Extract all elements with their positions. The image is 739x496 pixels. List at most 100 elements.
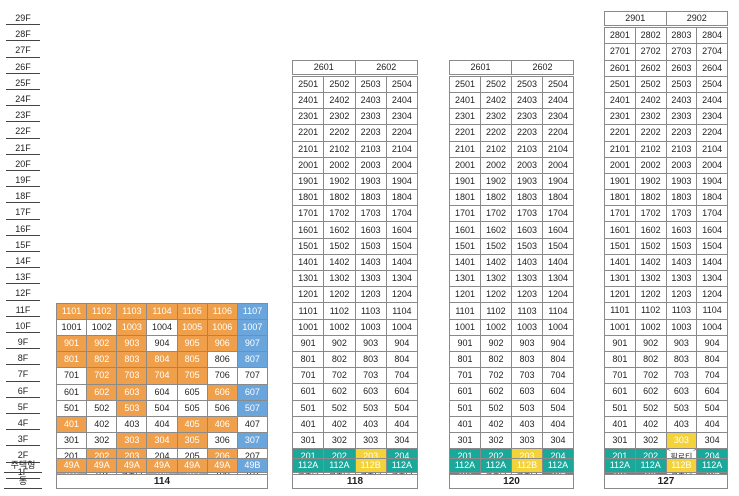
unit-cell: 1702 <box>634 205 667 223</box>
unit-cell: 2802 <box>634 27 667 45</box>
floor-row: 1201 1202 1203 1204 <box>604 286 728 304</box>
unit-cell: 702 <box>323 367 356 385</box>
unit-cell: 1901 <box>449 172 481 191</box>
unit-cell: 2602 <box>634 59 667 77</box>
floor-row: 501 502 503 504 <box>291 399 419 417</box>
unit-cell: 1303 <box>665 269 698 288</box>
unit-cell: 2204 <box>385 124 419 142</box>
unit-cell: 406 <box>206 415 238 434</box>
unit-cell: 407 <box>236 415 269 434</box>
unit-cell: 1102 <box>323 302 356 320</box>
unit-cell: 2101 <box>449 140 481 158</box>
floor-label: 10F <box>6 319 40 333</box>
unit-cell: 503 <box>665 399 698 417</box>
unit-cell: 1304 <box>696 269 728 288</box>
unit-cell: 905 <box>176 334 208 353</box>
unit-cell: 2402 <box>634 91 667 110</box>
unit-cell: 1801 <box>449 189 481 207</box>
unit-cell: 801 <box>55 351 88 369</box>
unit-cell: 2302 <box>323 108 356 126</box>
unit-cell: 603 <box>354 383 387 401</box>
unit-cell: 1103 <box>511 302 543 320</box>
unit-cell: 702 <box>634 367 667 385</box>
unit-cell: 1003 <box>665 318 698 336</box>
unit-cell: 901 <box>55 334 88 353</box>
floor-row: 601 602 603 604 <box>604 383 728 401</box>
floor-row: 2401 2402 2403 2404 <box>449 91 574 110</box>
unit-cell: 901 <box>291 334 325 352</box>
unit-cell: 1702 <box>480 205 512 223</box>
unit-cell: 2102 <box>480 140 512 158</box>
unit-cell: 2101 <box>604 140 636 158</box>
floor-row: 1001 1002 1003 1004 <box>291 318 419 336</box>
tower-header-row: 2601 2602 <box>449 59 574 75</box>
unit-cell: 2502 <box>323 75 356 93</box>
floor-row: 2001 2002 2003 2004 <box>604 156 728 174</box>
floor-label: 26F <box>6 60 40 74</box>
unit-cell: 802 <box>480 350 512 369</box>
unit-cell: 2402 <box>480 91 512 110</box>
unit-cell: 304 <box>542 431 574 450</box>
floor-row: 1001 1002 1003 1004 <box>449 318 574 336</box>
unit-cell: 1003 <box>116 318 148 336</box>
unit-cell: 501 <box>291 399 325 417</box>
housing-type-cell: 112B <box>665 458 698 473</box>
unit-cell: 2504 <box>385 75 419 93</box>
dong-number-row: 127 <box>604 474 728 489</box>
unit-cell: 1803 <box>511 189 543 207</box>
floor-row: 2001 2002 2003 2004 <box>449 156 574 174</box>
unit-cell: 2201 <box>291 124 325 142</box>
unit-cell: 1403 <box>511 253 543 272</box>
floor-row: 801 802 803 804 <box>604 350 728 369</box>
unit-cell: 2204 <box>542 124 574 142</box>
unit-cell: 604 <box>542 383 574 401</box>
unit-cell: 1004 <box>385 318 419 336</box>
unit-cell: 2002 <box>480 156 512 174</box>
unit-cell: 2501 <box>291 75 325 93</box>
unit-cell: 805 <box>176 351 208 369</box>
unit-cell: 1402 <box>323 253 356 272</box>
unit-cell: 601 <box>604 383 636 401</box>
unit-cell: 401 <box>604 415 636 433</box>
dong-number: 127 <box>604 474 728 489</box>
unit-cell: 1303 <box>354 270 387 288</box>
unit-cell: 1802 <box>480 189 512 207</box>
housing-type-cell: 49A <box>206 458 238 473</box>
unit-cell: 2203 <box>665 124 698 142</box>
housing-type-cell: 112B <box>354 458 387 473</box>
unit-cell: 1602 <box>323 221 356 239</box>
floor-row: 801 802 803 804 805 806 807 <box>55 351 269 369</box>
floor-row: 2601 2602 2603 2604 <box>604 59 728 77</box>
unit-cell: 1804 <box>696 189 728 207</box>
unit-cell: 2601 <box>604 59 636 77</box>
floor-row: 701 702 703 704 <box>291 367 419 385</box>
unit-cell: 301 <box>291 431 325 450</box>
unit-cell: 1904 <box>385 172 419 191</box>
unit-cell: 507 <box>236 399 269 417</box>
floor-label: 20F <box>6 157 40 171</box>
unit-cell: 604 <box>696 383 728 401</box>
unit-cell: 404 <box>696 415 728 433</box>
unit-cell: 1103 <box>116 302 148 320</box>
unit-cell: 1202 <box>480 286 512 304</box>
unit-cell: 1701 <box>291 205 325 223</box>
unit-cell: 801 <box>604 350 636 369</box>
unit-cell: 2103 <box>511 140 543 158</box>
unit-cell: 904 <box>146 334 178 353</box>
unit-cell: 907 <box>236 334 269 353</box>
unit-grid: 2501 2502 2503 2504 2401 2402 2403 2404 2301 2302… <box>449 75 574 482</box>
floor-row: 1901 1902 1903 1904 <box>449 172 574 191</box>
unit-cell: 704 <box>696 367 728 385</box>
unit-cell: 2503 <box>665 75 698 93</box>
unit-cell: 1502 <box>323 237 356 255</box>
unit-cell: 1303 <box>511 270 543 288</box>
housing-type-cell: 49A <box>55 458 88 473</box>
unit-cell: 1501 <box>449 237 481 255</box>
housing-type-cell: 112A <box>291 458 325 473</box>
unit-cell: 1804 <box>542 189 574 207</box>
floor-row: 901 902 903 904 <box>604 334 728 352</box>
floor-row: 1901 1902 1903 1904 <box>291 172 419 191</box>
unit-cell: 1503 <box>511 237 543 255</box>
unit-cell: 2203 <box>354 124 387 142</box>
floor-label: 17F <box>6 205 40 220</box>
